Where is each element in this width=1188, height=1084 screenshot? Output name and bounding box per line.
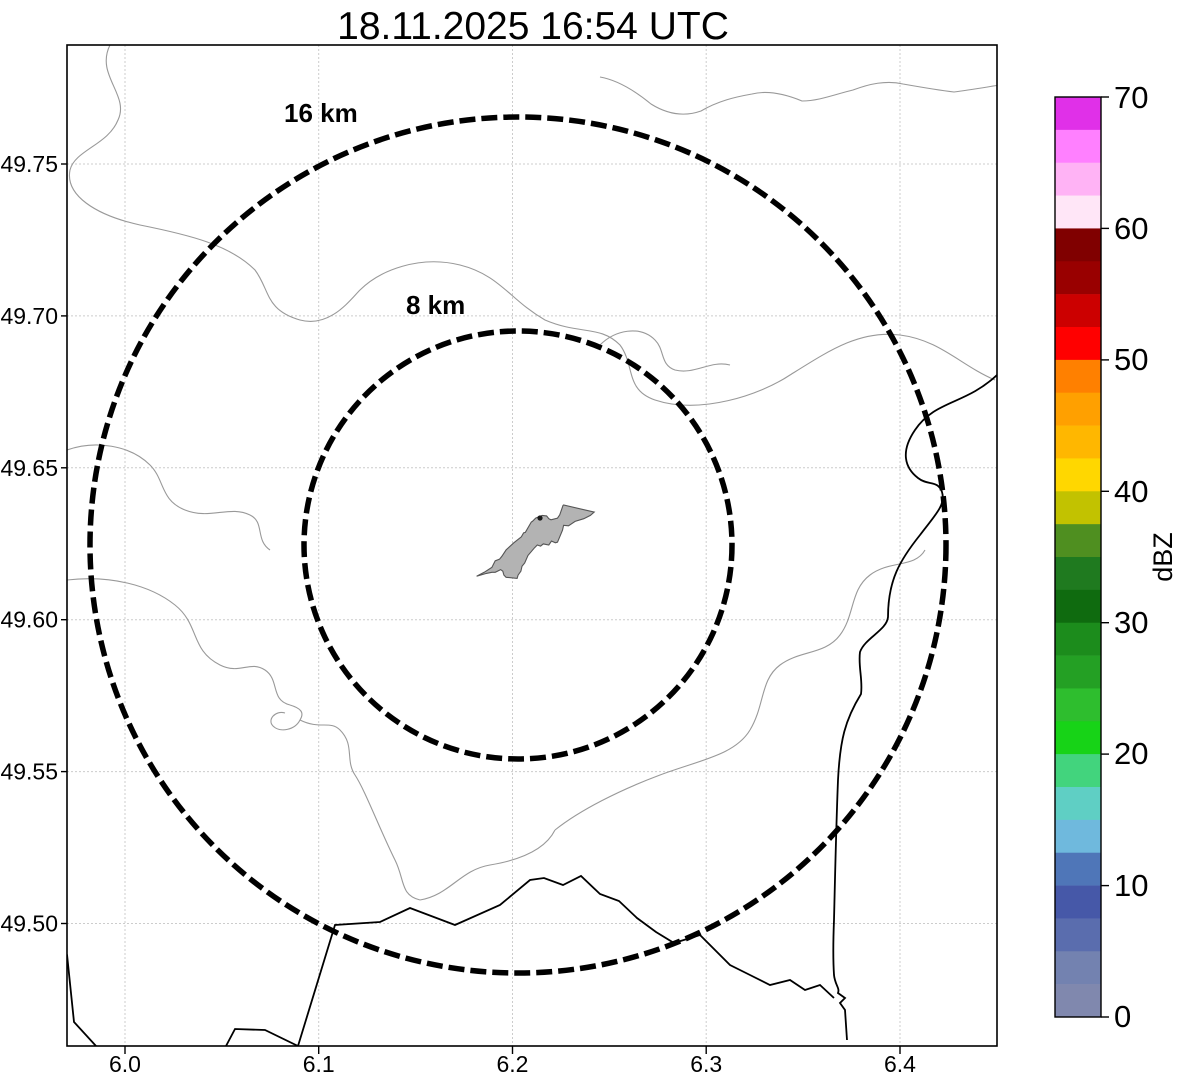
svg-text:49.60: 49.60 xyxy=(0,607,58,633)
svg-text:dBZ: dBZ xyxy=(1148,532,1178,582)
svg-text:6.2: 6.2 xyxy=(497,1051,529,1077)
svg-text:8 km: 8 km xyxy=(406,290,465,320)
svg-text:20: 20 xyxy=(1114,736,1148,771)
svg-text:6.1: 6.1 xyxy=(303,1051,335,1077)
svg-text:6.3: 6.3 xyxy=(690,1051,722,1077)
svg-text:16 km: 16 km xyxy=(284,98,358,128)
svg-text:49.75: 49.75 xyxy=(0,151,58,177)
svg-text:18.11.2025 16:54 UTC: 18.11.2025 16:54 UTC xyxy=(337,5,729,48)
svg-text:49.55: 49.55 xyxy=(0,759,58,785)
svg-text:6.4: 6.4 xyxy=(884,1051,916,1077)
svg-text:49.70: 49.70 xyxy=(0,303,58,329)
svg-text:70: 70 xyxy=(1114,80,1148,115)
svg-text:49.50: 49.50 xyxy=(0,911,58,937)
svg-text:40: 40 xyxy=(1114,474,1148,509)
svg-text:60: 60 xyxy=(1114,211,1148,246)
svg-text:0: 0 xyxy=(1114,999,1131,1034)
svg-text:49.65: 49.65 xyxy=(0,455,58,481)
svg-text:30: 30 xyxy=(1114,605,1148,640)
svg-text:50: 50 xyxy=(1114,342,1148,377)
svg-text:10: 10 xyxy=(1114,868,1148,903)
svg-text:6.0: 6.0 xyxy=(109,1051,141,1077)
